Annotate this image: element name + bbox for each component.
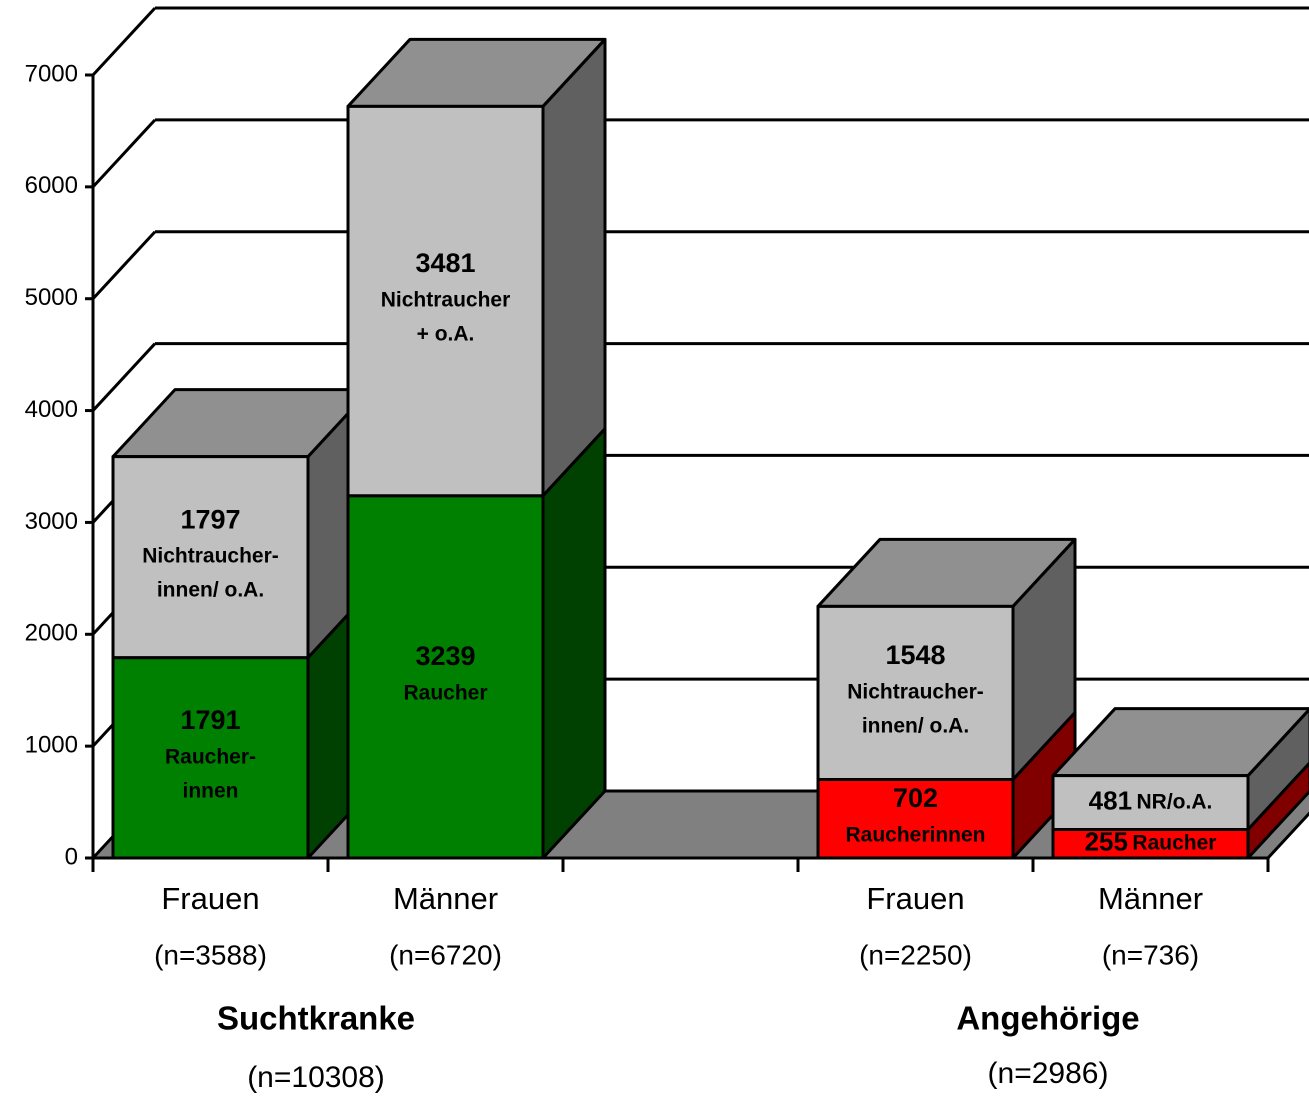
value-label: 255 [1085,827,1128,857]
value-label: 3481 [415,248,475,278]
grid-line [91,342,157,412]
category-note: (n=2250) [859,939,972,970]
segment-text: Raucher [403,681,487,704]
segment-text: Raucherinnen [845,823,985,846]
bar-side [541,37,607,498]
bar-segment [346,427,607,860]
bar-front [346,494,545,860]
segment-text: Raucher [1132,831,1216,854]
segment-text: innen [183,779,239,802]
bar-segment [346,37,607,498]
bar-front [816,604,1015,781]
y-tick-label: 4000 [25,396,78,423]
segment-text: innen/ o.A. [862,714,969,737]
y-tick-label: 1000 [25,731,78,758]
category-note: (n=6720) [389,939,502,970]
x-tick-label: Männer [393,881,498,916]
bar-segment [816,537,1077,781]
segment-label: 255 Raucher [1085,827,1217,857]
segment-text: Nichtraucher- [847,680,984,703]
bar-segment [1051,761,1309,860]
category-note: (n=3588) [154,939,267,970]
value-label: 1548 [885,640,945,670]
bar-front [1051,774,1250,831]
x-tick-label: Männer [1098,881,1203,916]
group-label: Angehörige [956,1000,1139,1037]
segment-text: Nichtraucher- [142,545,279,568]
x-tick-label: Frauen [161,881,259,916]
segment-text: Nichtraucher [381,289,511,312]
value-label: 3239 [415,641,475,671]
group-label: Suchtkranke [217,1000,415,1037]
grid-line [91,6,157,77]
value-label: 1797 [180,504,240,534]
bar-front [111,455,310,660]
segment-text: Raucher- [165,745,256,768]
group-note: (n=10308) [247,1061,385,1094]
group-note: (n=2986) [988,1057,1109,1090]
bar-side [541,427,607,860]
y-tick-label: 6000 [25,172,78,199]
bar-front [1051,827,1250,860]
value-label: 702 [893,783,938,813]
bar-front [111,656,310,860]
bar-segment [1051,707,1309,831]
y-tick-label: 2000 [25,620,78,647]
bar-segment [111,388,372,660]
segment-text: innen/ o.A. [157,579,264,602]
segment-text: NR/o.A. [1137,790,1213,813]
x-tick-label: Frauen [866,881,964,916]
y-tick-label: 7000 [25,60,78,87]
category-note: (n=736) [1102,939,1199,970]
segment-label: 481 NR/o.A. [1089,785,1213,815]
y-tick-label: 0 [65,843,78,870]
grid-line [91,118,157,188]
y-tick-label: 5000 [25,284,78,311]
bar-front [346,104,545,498]
y-tick-label: 3000 [25,508,78,535]
segment-text: + o.A. [417,323,475,346]
value-label: 481 [1089,785,1132,815]
value-label: 1791 [180,705,240,735]
grid-line [91,230,157,300]
